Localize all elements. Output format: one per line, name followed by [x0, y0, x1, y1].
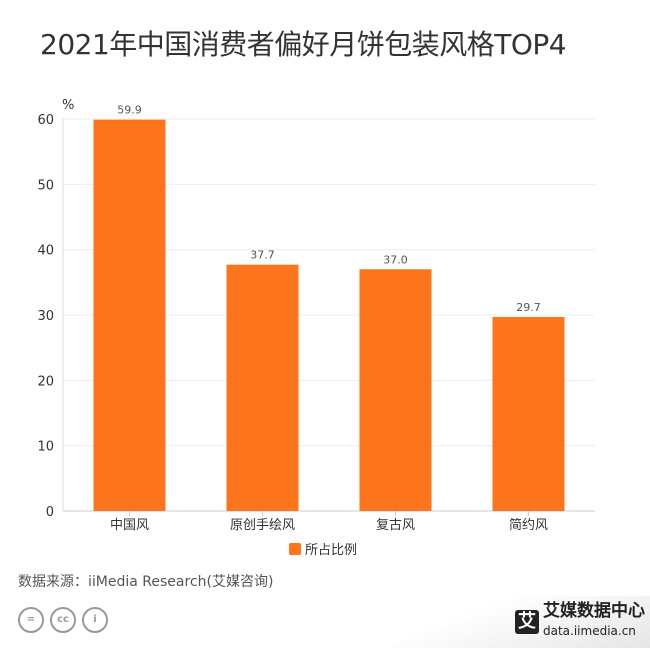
license-icons: = cc i [18, 607, 108, 633]
bar [359, 269, 432, 511]
x-tick-label: 中国风 [110, 518, 149, 533]
bar [93, 119, 166, 512]
y-tick-label: 10 [37, 440, 54, 455]
data-label: 37.7 [250, 249, 275, 262]
y-axis-unit: % [62, 98, 74, 113]
y-tick-label: 0 [46, 505, 54, 520]
y-tick-label: 60 [37, 113, 54, 128]
y-tick-label: 50 [37, 178, 54, 193]
equals-icon: = [18, 607, 44, 633]
chart-title: 2021年中国消费者偏好月饼包装风格TOP4 [40, 28, 567, 61]
person-icon: i [82, 607, 108, 633]
logo-name: 艾媒数据中心 [543, 601, 645, 621]
cc-icon: cc [50, 607, 76, 633]
y-tick-label: 40 [37, 244, 54, 259]
data-source: 数据来源：iiMedia Research(艾媒咨询) [18, 574, 274, 590]
x-tick-label: 原创手绘风 [230, 518, 295, 533]
logo-mark: 艾 [515, 610, 539, 634]
legend-swatch [289, 543, 301, 555]
y-tick-label: 30 [37, 309, 54, 324]
data-label: 59.9 [117, 104, 142, 117]
bar-chart: 0 10 20 30 40 50 60% 59.9 中国风 37.7 原创手绘风 37.0 复古风 29.… [37, 98, 595, 558]
bar [492, 316, 565, 511]
bar [226, 264, 299, 511]
x-tick-label: 复古风 [376, 518, 415, 533]
logo-url: data.iimedia.cn [543, 624, 636, 638]
legend-label: 所占比例 [305, 543, 357, 558]
y-tick-label: 20 [37, 374, 54, 389]
x-tick-label: 简约风 [509, 517, 548, 533]
data-label: 37.0 [383, 253, 408, 266]
data-label: 29.7 [516, 301, 541, 314]
